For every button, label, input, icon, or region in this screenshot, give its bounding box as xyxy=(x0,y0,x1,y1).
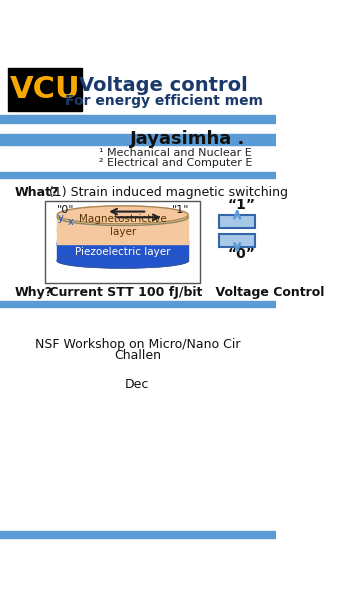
Text: Why?: Why? xyxy=(15,286,53,299)
Ellipse shape xyxy=(57,228,188,261)
Text: For energy efficient mem: For energy efficient mem xyxy=(65,94,263,108)
Text: Dec: Dec xyxy=(125,379,150,392)
Text: Jayasimha .: Jayasimha . xyxy=(130,130,246,148)
Text: Current STT 100 fJ/bit   Voltage Control: Current STT 100 fJ/bit Voltage Control xyxy=(45,286,324,299)
Bar xyxy=(0,115,276,123)
Bar xyxy=(0,134,276,144)
Text: Voltage control: Voltage control xyxy=(79,76,248,95)
Text: x: x xyxy=(68,217,73,227)
Text: VCU: VCU xyxy=(10,75,80,104)
Text: "0": "0" xyxy=(57,205,75,215)
Ellipse shape xyxy=(57,207,188,252)
Ellipse shape xyxy=(57,206,188,224)
FancyBboxPatch shape xyxy=(219,215,255,228)
Text: ² Electrical and Computer E: ² Electrical and Computer E xyxy=(99,158,252,168)
Text: Piezoelectric layer: Piezoelectric layer xyxy=(75,247,171,258)
Bar xyxy=(57,215,188,244)
Text: Magnetostrictive
layer: Magnetostrictive layer xyxy=(79,214,166,237)
Text: "1": "1" xyxy=(172,205,189,215)
Text: NSF Workshop on Micro/Nano Cir: NSF Workshop on Micro/Nano Cir xyxy=(35,338,240,350)
Bar xyxy=(45,201,201,283)
Ellipse shape xyxy=(57,253,188,268)
Text: “0”: “0” xyxy=(227,247,255,261)
Bar xyxy=(0,531,276,538)
Bar xyxy=(0,171,276,178)
Bar xyxy=(8,68,82,111)
Text: ¹ Mechanical and Nuclear E: ¹ Mechanical and Nuclear E xyxy=(99,148,252,158)
Text: y: y xyxy=(57,213,63,223)
Text: “1”: “1” xyxy=(227,198,255,212)
Text: Challen: Challen xyxy=(114,349,161,362)
Bar xyxy=(57,240,188,261)
Bar xyxy=(0,301,276,307)
FancyBboxPatch shape xyxy=(219,234,255,247)
Text: What?: What? xyxy=(15,186,59,199)
Ellipse shape xyxy=(57,209,188,225)
Text: (1) Strain induced magnetic switching: (1) Strain induced magnetic switching xyxy=(45,186,288,199)
